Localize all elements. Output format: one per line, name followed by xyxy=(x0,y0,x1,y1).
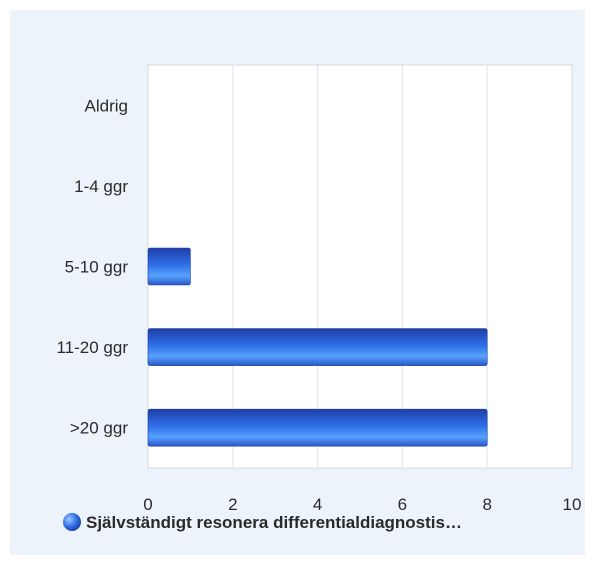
bar xyxy=(147,328,488,366)
x-tick-label: 0 xyxy=(143,495,152,514)
x-tick-label: 8 xyxy=(482,495,491,514)
bar xyxy=(147,247,191,286)
gridlines xyxy=(232,65,488,468)
legend-marker xyxy=(63,513,81,531)
x-tick-label: 6 xyxy=(398,495,407,514)
legend-label: Självständigt resonera differentialdiagn… xyxy=(86,513,462,532)
category-label: >20 ggr xyxy=(70,419,128,438)
bar xyxy=(147,408,488,447)
x-tick-label: 2 xyxy=(228,495,237,514)
legend: Självständigt resonera differentialdiagn… xyxy=(63,513,462,532)
x-tick-label: 4 xyxy=(313,495,322,514)
category-label: 11-20 ggr xyxy=(56,338,128,357)
category-labels: Aldrig 1-4 ggr 5-10 ggr 11-20 ggr >20 ggr xyxy=(56,96,128,437)
x-tick-labels: 0 2 4 6 8 10 xyxy=(143,495,581,514)
category-label: 1-4 ggr xyxy=(74,177,128,196)
category-label: 5-10 ggr xyxy=(65,258,129,277)
x-tick-label: 10 xyxy=(563,495,582,514)
plot-area xyxy=(147,64,573,469)
category-label: Aldrig xyxy=(85,96,128,115)
bars xyxy=(147,247,488,447)
